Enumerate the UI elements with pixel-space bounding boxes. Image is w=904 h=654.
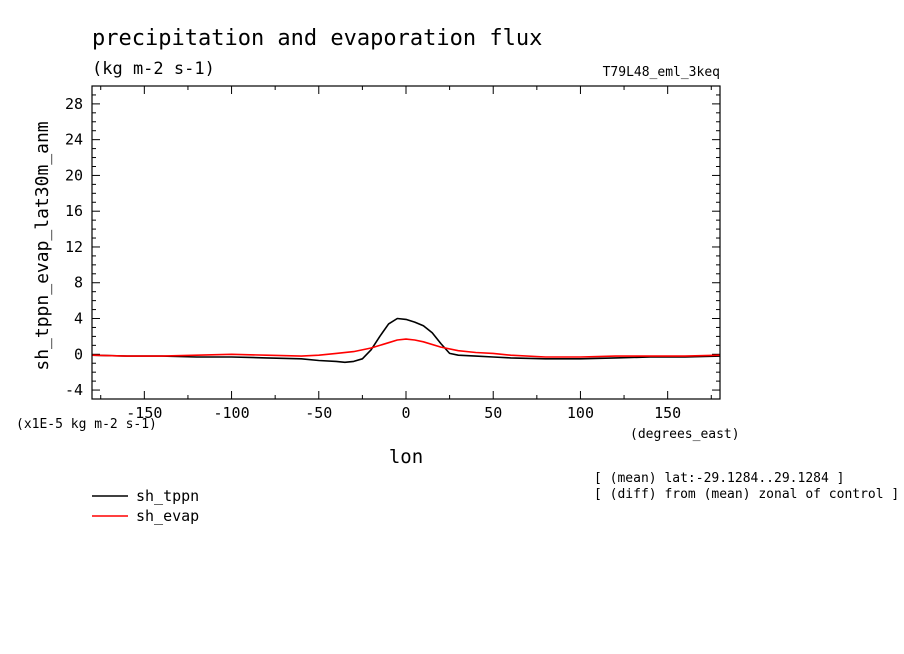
x-tick-label: 100 (567, 404, 594, 422)
chart-title: precipitation and evaporation flux (92, 26, 542, 51)
y-tick-label: 8 (74, 274, 83, 292)
note-mean-lat: [ (mean) lat:-29.1284..29.1284 ] (594, 471, 844, 486)
y-tick-label: 20 (65, 166, 83, 184)
axis-ticks (92, 85, 720, 400)
series-line-sh-tppn (91, 317, 721, 364)
chart-subtitle: (kg m-2 s-1) (92, 59, 215, 79)
legend: sh_tppn sh_evap (92, 487, 199, 525)
series-line-sh-evap (91, 338, 721, 358)
note-diff-control: [ (diff) from (mean) zonal of control ] (594, 487, 899, 502)
legend-label-sh-tppn: sh_tppn (136, 487, 199, 505)
x-tick-label: 150 (654, 404, 681, 422)
y-tick-label: 24 (65, 131, 83, 149)
x-tick-label: -50 (305, 404, 332, 422)
y-tick-label: 4 (74, 310, 83, 328)
y-tick-label: 0 (74, 345, 83, 363)
x-tick-label: 50 (484, 404, 502, 422)
plot-frame (91, 85, 721, 400)
legend-label-sh-evap: sh_evap (136, 507, 199, 525)
y-scale-note: (x1E-5 kg m-2 s-1) (16, 417, 157, 432)
x-axis-label: lon (389, 446, 423, 468)
y-tick-label: 28 (65, 95, 83, 113)
plot-series (91, 317, 721, 364)
y-axis-label: sh_tppn_evap_lat30m_anm (32, 121, 53, 370)
y-tick-label: 12 (65, 238, 83, 256)
y-tick-label: 16 (65, 202, 83, 220)
y-axis-label-group: sh_tppn_evap_lat30m_anm (32, 121, 53, 370)
x-tick-label: -150 (126, 404, 162, 422)
y-tick-label: -4 (65, 381, 83, 399)
axis-tick-labels: -4 0 4 8 12 16 20 24 28 -150 -100 -50 0 50 100 150 (65, 95, 681, 422)
run-label: T79L48_eml_3keq (603, 65, 720, 80)
x-tick-label: -100 (213, 404, 249, 422)
x-units-label: (degrees_east) (630, 427, 740, 442)
x-tick-label: 0 (401, 404, 410, 422)
